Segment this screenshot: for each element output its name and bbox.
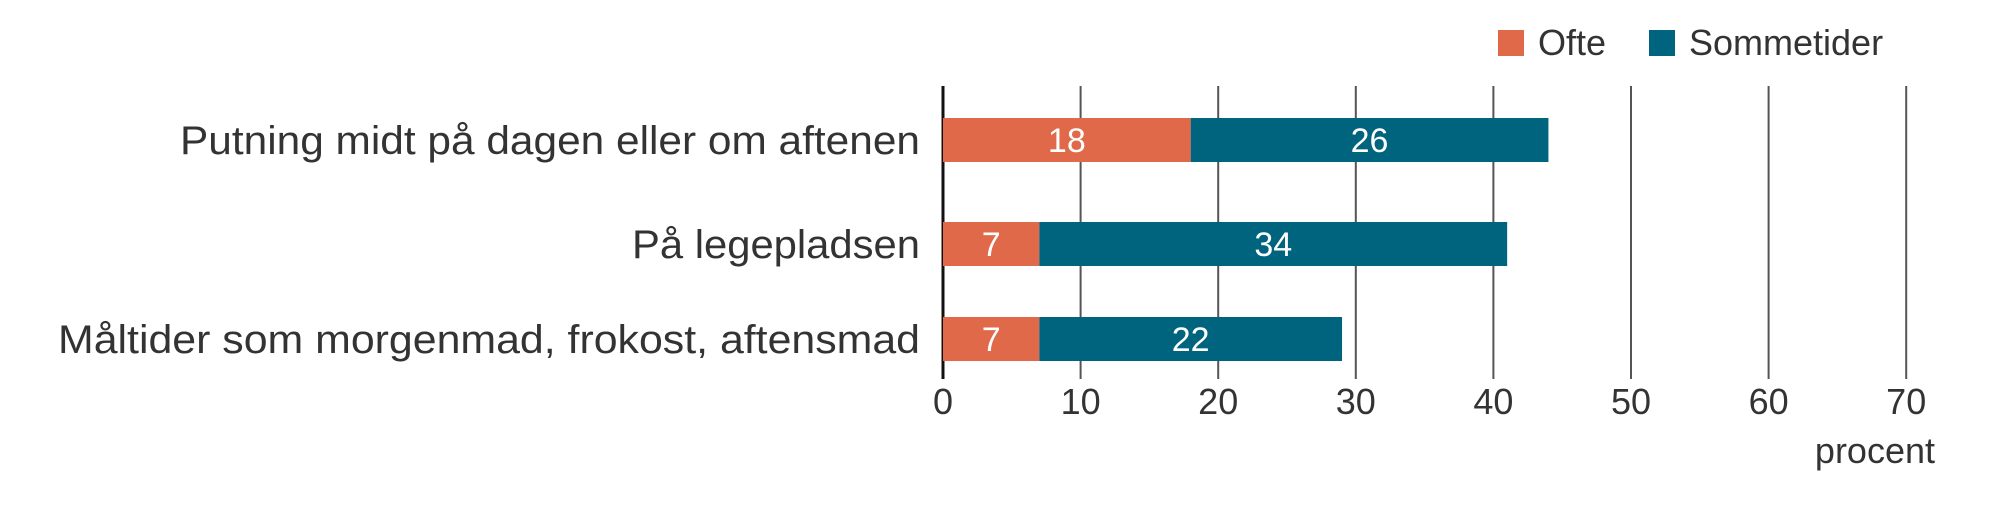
bar-segment-sommetider [1190,118,1549,162]
legend-swatch-sommetider [1649,30,1675,56]
category-label: På legepladsen [632,223,920,267]
x-tick-label: 40 [1473,381,1513,422]
data-label: 26 [1351,122,1389,160]
x-tick-label: 60 [1749,381,1789,422]
bar-segment-ofte [943,317,1040,361]
category-label: Måltider som morgenmad, frokost, aftensm… [58,318,920,362]
x-axis-label: procent [1815,430,1935,471]
bar-segment-sommetider [1039,317,1343,361]
legend-label: Ofte [1538,22,1606,63]
data-label: 22 [1172,321,1210,359]
x-tick-label: 10 [1061,381,1101,422]
bars: 18 26 7 34 7 22 [943,118,1549,361]
data-label: 7 [982,226,1001,264]
data-label: 7 [982,321,1001,359]
legend-swatch-ofte [1498,30,1524,56]
x-tick-label: 50 [1611,381,1651,422]
x-tick-labels: 0 10 20 30 40 50 60 70 [933,381,1926,422]
legend-label: Sommetider [1689,22,1883,63]
bar-segment-sommetider [1039,222,1508,266]
data-label: 34 [1254,226,1292,264]
x-tick-label: 0 [933,381,953,422]
bar-segment-ofte [943,118,1191,162]
x-tick-label: 70 [1886,381,1926,422]
x-tick-label: 30 [1336,381,1376,422]
category-label: Putning midt på dagen eller om aftenen [180,119,920,163]
bar-segment-ofte [943,222,1040,266]
data-label: 18 [1048,122,1086,160]
category-labels: Putning midt på dagen eller om aftenen På… [58,119,920,362]
legend: Ofte Sommetider [1498,22,1883,63]
x-tick-label: 20 [1198,381,1238,422]
